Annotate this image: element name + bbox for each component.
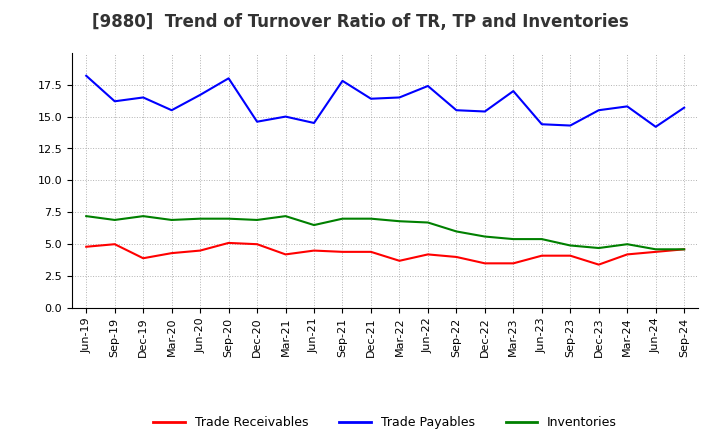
Inventories (680, 247, 688, 252)
Trade Payables (253, 119, 261, 125)
Inventories (652, 247, 660, 252)
Text: [9880]  Trend of Turnover Ratio of TR, TP and Inventories: [9880] Trend of Turnover Ratio of TR, TP… (91, 13, 629, 31)
Trade Payables (282, 114, 290, 119)
Trade Receivables (537, 253, 546, 258)
Inventories (366, 216, 375, 221)
Trade Receivables (566, 253, 575, 258)
Trade Receivables (82, 244, 91, 249)
Trade Payables (196, 92, 204, 98)
Trade Receivables (282, 252, 290, 257)
Inventories (110, 217, 119, 223)
Inventories (452, 229, 461, 234)
Trade Receivables (167, 250, 176, 256)
Inventories (566, 243, 575, 248)
Inventories (509, 236, 518, 242)
Trade Receivables (338, 249, 347, 254)
Inventories (310, 222, 318, 228)
Trade Payables (225, 76, 233, 81)
Trade Receivables (253, 242, 261, 247)
Trade Payables (310, 120, 318, 126)
Inventories (167, 217, 176, 223)
Trade Payables (82, 73, 91, 78)
Inventories (139, 213, 148, 219)
Inventories (225, 216, 233, 221)
Trade Receivables (452, 254, 461, 260)
Inventories (253, 217, 261, 223)
Line: Inventories: Inventories (86, 216, 684, 249)
Trade Payables (623, 104, 631, 109)
Trade Payables (595, 107, 603, 113)
Line: Trade Payables: Trade Payables (86, 76, 684, 127)
Inventories (537, 236, 546, 242)
Trade Receivables (225, 240, 233, 246)
Trade Receivables (480, 260, 489, 266)
Inventories (82, 213, 91, 219)
Inventories (595, 246, 603, 251)
Trade Payables (139, 95, 148, 100)
Inventories (423, 220, 432, 225)
Trade Payables (680, 105, 688, 110)
Legend: Trade Receivables, Trade Payables, Inventories: Trade Receivables, Trade Payables, Inven… (148, 411, 622, 434)
Trade Receivables (139, 256, 148, 261)
Trade Payables (652, 124, 660, 129)
Inventories (623, 242, 631, 247)
Trade Receivables (423, 252, 432, 257)
Trade Payables (452, 107, 461, 113)
Trade Payables (167, 107, 176, 113)
Trade Receivables (680, 247, 688, 252)
Inventories (338, 216, 347, 221)
Trade Payables (509, 88, 518, 94)
Trade Receivables (623, 252, 631, 257)
Trade Receivables (509, 260, 518, 266)
Trade Receivables (652, 249, 660, 254)
Trade Receivables (196, 248, 204, 253)
Trade Payables (537, 121, 546, 127)
Trade Payables (110, 99, 119, 104)
Inventories (480, 234, 489, 239)
Trade Payables (480, 109, 489, 114)
Trade Receivables (595, 262, 603, 267)
Trade Receivables (310, 248, 318, 253)
Trade Payables (395, 95, 404, 100)
Trade Payables (423, 83, 432, 88)
Inventories (395, 219, 404, 224)
Trade Receivables (110, 242, 119, 247)
Trade Payables (566, 123, 575, 128)
Trade Receivables (366, 249, 375, 254)
Trade Payables (366, 96, 375, 101)
Line: Trade Receivables: Trade Receivables (86, 243, 684, 264)
Inventories (282, 213, 290, 219)
Trade Receivables (395, 258, 404, 264)
Inventories (196, 216, 204, 221)
Trade Payables (338, 78, 347, 84)
